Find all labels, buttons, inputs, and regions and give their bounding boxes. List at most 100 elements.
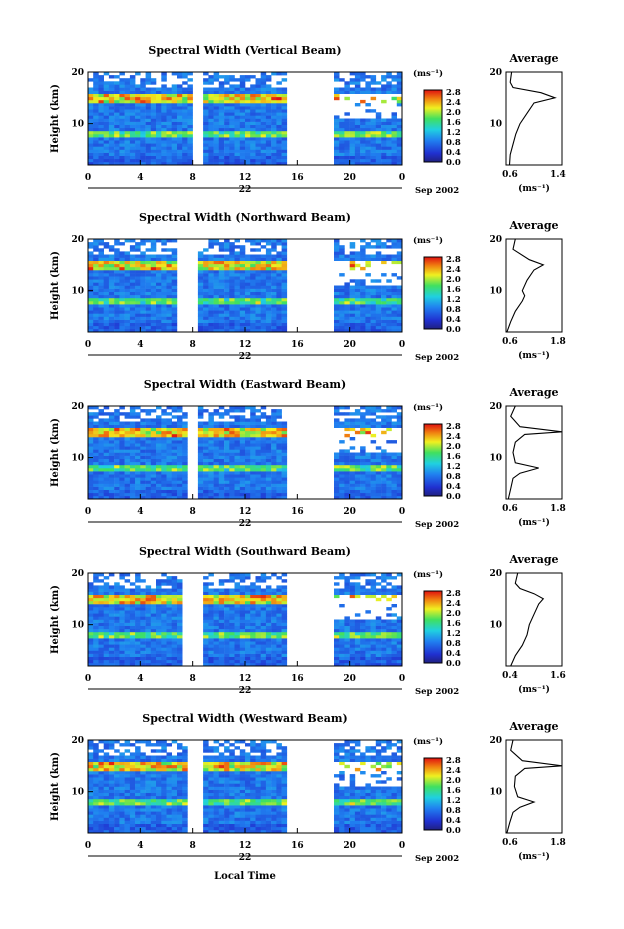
heatmap-cell — [224, 477, 230, 481]
heatmap-cell — [135, 161, 141, 166]
heatmap-cell — [360, 430, 366, 435]
heatmap-cell — [271, 279, 277, 283]
heatmap-cell — [224, 239, 230, 243]
heatmap-cell — [218, 291, 225, 296]
heatmap-cell — [218, 468, 225, 472]
heatmap-cell — [381, 452, 387, 456]
heatmap-cell — [171, 158, 178, 163]
heatmap-cell — [171, 424, 178, 428]
heatmap-cell — [386, 149, 392, 153]
heatmap-cell — [245, 613, 251, 617]
heatmap-cell — [229, 322, 235, 327]
heatmap-cell — [339, 152, 345, 156]
heatmap-cell — [129, 406, 136, 410]
heatmap-cell — [339, 301, 345, 305]
heatmap-cell — [260, 310, 267, 314]
heatmap-cell — [93, 87, 99, 91]
heatmap-cell — [334, 474, 340, 478]
heatmap-cell — [93, 631, 99, 636]
heatmap-cell — [203, 325, 209, 330]
heatmap-cell — [208, 604, 214, 608]
colorbar-tick-label: 2.0 — [446, 275, 461, 285]
heatmap-cell — [108, 245, 115, 249]
heatmap-cell — [360, 449, 366, 453]
heatmap-cell — [250, 489, 256, 494]
heatmap-cell — [334, 662, 340, 667]
heatmap-cell — [349, 625, 356, 630]
heatmap-cell — [88, 477, 94, 481]
heatmap-cell — [381, 464, 387, 469]
heatmap-cell — [119, 273, 125, 277]
heatmap-cell — [88, 134, 94, 138]
heatmap-cell — [166, 662, 172, 667]
heatmap-cell — [161, 455, 167, 459]
heatmap-cell — [124, 319, 131, 323]
heatmap-cell — [140, 471, 146, 475]
heatmap-cell — [260, 421, 267, 425]
heatmap-cell — [391, 242, 397, 246]
heatmap-cell — [150, 288, 157, 292]
heatmap-cell — [129, 325, 136, 330]
heatmap-cell — [255, 591, 261, 595]
heatmap-cell — [177, 641, 183, 645]
heatmap-cell — [140, 628, 146, 633]
heatmap-cell — [171, 273, 178, 277]
heatmap-cell — [161, 276, 167, 280]
heatmap-cell — [150, 316, 157, 320]
heatmap-cell — [281, 239, 288, 243]
heatmap-cell — [98, 659, 104, 664]
heatmap-cell — [98, 412, 104, 416]
heatmap-cell — [187, 158, 193, 163]
heatmap-cell — [119, 458, 125, 463]
heatmap-cell — [140, 427, 146, 432]
heatmap-cell — [265, 158, 272, 163]
heatmap-cell — [93, 662, 99, 667]
heatmap-cell — [234, 458, 240, 463]
heatmap-cell — [98, 443, 104, 447]
heatmap-cell — [224, 443, 230, 447]
heatmap-cell — [119, 149, 125, 153]
heatmap-cell — [250, 239, 256, 243]
heatmap-cell — [145, 461, 152, 466]
heatmap-cell — [108, 437, 115, 441]
heatmap-cell — [239, 440, 246, 444]
heatmap-cell — [365, 245, 371, 249]
heatmap-cell — [229, 594, 235, 599]
heatmap-cell — [375, 477, 382, 481]
heatmap-cell — [281, 638, 288, 642]
heatmap-cell — [103, 489, 110, 494]
heatmap-cell — [234, 607, 240, 611]
heatmap-cell — [281, 480, 288, 484]
heatmap-cell — [239, 607, 246, 611]
heatmap-cell — [98, 319, 104, 323]
heatmap-cell — [124, 127, 131, 132]
heatmap-cell — [234, 161, 240, 166]
heatmap-cell — [396, 328, 403, 333]
heatmap-cell — [135, 322, 141, 327]
heatmap-cell — [135, 282, 141, 286]
heatmap-cell — [203, 121, 209, 125]
heatmap-cell — [114, 263, 120, 268]
heatmap-cell — [203, 471, 209, 475]
heatmap-cell — [119, 143, 125, 147]
heatmap-cell — [234, 631, 240, 636]
average-title: Average — [508, 52, 558, 65]
heatmap-cell — [98, 597, 104, 602]
heatmap-cell — [354, 155, 361, 160]
heatmap-cell — [386, 313, 392, 317]
heatmap-cell — [161, 121, 167, 125]
heatmap-cell — [114, 294, 120, 299]
heatmap-cell — [260, 594, 267, 599]
heatmap-cell — [234, 257, 240, 261]
heatmap-cell — [375, 118, 382, 122]
heatmap-cell — [271, 638, 277, 642]
heatmap-cell — [161, 106, 167, 110]
heatmap-cell — [245, 427, 251, 432]
heatmap-cell — [98, 137, 104, 141]
heatmap-cell — [229, 616, 235, 620]
heatmap-cell — [93, 90, 99, 94]
heatmap-cell — [265, 96, 272, 101]
heatmap-cell — [88, 635, 94, 639]
heatmap-cell — [103, 449, 110, 453]
heatmap-cell — [119, 644, 125, 648]
